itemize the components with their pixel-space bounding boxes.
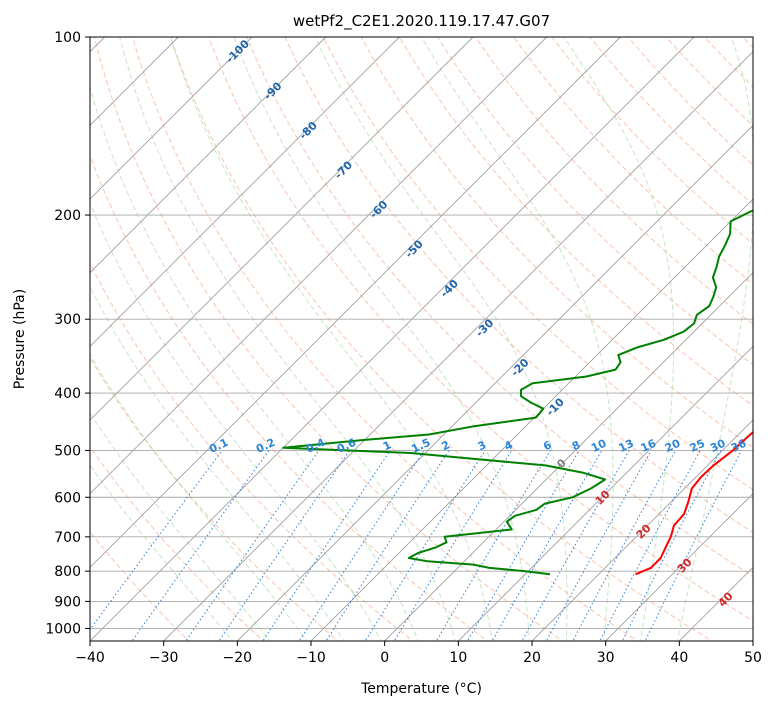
isotherm [237,124,753,641]
mixing-ratio-label: 30 [708,437,728,455]
dry-adiabat [322,37,753,491]
mixing-ratio-line [298,450,425,641]
x-tick-label: 20 [523,650,541,666]
mixing-ratio-label: 36 [729,437,749,455]
mixing-ratio-line [545,450,652,641]
dry-adiabat [436,37,753,366]
isotherm [531,419,753,641]
y-tick-label: 300 [54,312,81,328]
x-tick-label: 30 [597,650,615,666]
isotherm [458,345,753,641]
mixing-ratio-line [393,450,513,641]
x-tick-label: 0 [380,650,389,666]
mixing-ratio-line [621,450,722,641]
isotherm [90,37,326,274]
mixing-ratio-line [90,450,223,631]
mixing-ratio-line [325,450,450,641]
isotherm [90,37,253,200]
y-tick-label: 400 [54,386,81,402]
isotherm [384,272,753,641]
y-tick-label: 1000 [45,621,81,637]
y-axis: 100 200 300 400 500 600 700 800 900 1000 [45,30,90,637]
y-tick-label: 800 [54,564,81,580]
dry-adiabat [284,37,753,534]
mixing-ratio-label: 10 [589,437,609,455]
y-tick-label: 900 [54,594,81,610]
mixing-ratio-label: 13 [617,437,636,455]
dry-adiabat [131,37,638,641]
x-tick-label: −30 [149,650,179,666]
mixing-ratio-label: 25 [688,437,707,455]
isotherm [310,198,753,641]
isotherm [163,51,753,641]
y-tick-label: 100 [54,30,81,46]
y-tick-label: 700 [54,530,81,546]
mixing-ratio-label: 16 [639,437,659,455]
dewpoint-line [282,209,753,576]
dry-adiabat [246,37,753,577]
background-lines [90,37,753,641]
dry-adiabat [208,37,753,622]
x-tick-label: 10 [449,650,467,666]
y-tick-label: 200 [54,208,81,224]
mixing-ratio-line [435,450,552,641]
isotherm [90,37,547,495]
mixing-ratio-line [572,450,676,641]
data-series [282,209,753,576]
isotherm [90,37,621,568]
x-tick-label: 50 [744,650,762,666]
x-axis-label: Temperature (°C) [360,681,482,697]
mixing-ratio-line [185,450,320,641]
dry-adiabat [90,530,190,641]
x-tick-label: 40 [670,650,688,666]
isotherm [605,493,753,641]
y-tick-label: 500 [54,443,81,459]
mixing-ratio-line [218,450,351,641]
dry-adiabat [90,357,339,641]
isotherm [90,37,400,347]
moist-adiabat [90,464,234,641]
x-tick-label: −20 [223,650,253,666]
mixing-ratio-line [599,450,701,641]
x-tick-label: −40 [75,650,105,666]
isotherm [90,37,474,421]
x-axis: −40 −30 −20 −10 0 10 20 30 40 50 [75,641,762,666]
mixing-ratio-line [466,450,580,641]
temperature-line [635,430,753,576]
isotherm [90,37,695,641]
mixing-ratio-label: 20 [663,437,683,455]
moist-adiabat [90,412,271,641]
mixing-ratio-line [262,450,391,641]
plot-frame [89,36,754,642]
x-tick-label: −10 [296,650,326,666]
chart-title: wetPf2_C2E1.2020.119.17.47.G07 [293,12,550,31]
dry-adiabat [398,37,753,407]
y-axis-label: Pressure (hPa) [12,289,28,389]
dry-adiabat [93,37,564,641]
dry-adiabat [90,154,489,641]
y-tick-label: 600 [54,490,81,506]
dry-adiabat [169,37,713,641]
mixing-ratio-line [364,450,486,641]
mixing-ratio-line [131,450,270,641]
